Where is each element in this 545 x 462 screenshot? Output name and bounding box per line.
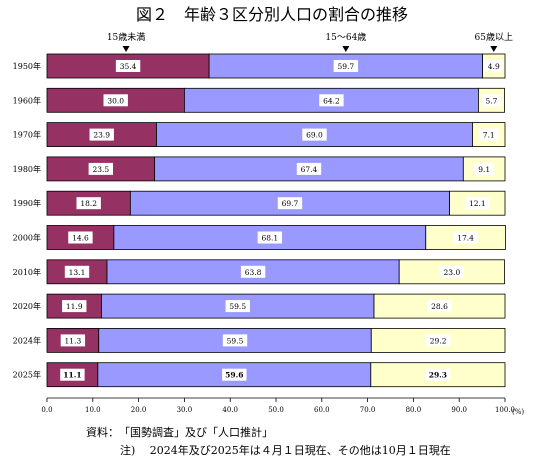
data-label-box: [60, 368, 85, 381]
data-label-box: [427, 300, 452, 313]
y-label: 1970年: [13, 130, 41, 140]
data-label: 23.5: [92, 165, 109, 174]
data-label: 59.5: [229, 302, 246, 311]
x-unit-label: (%): [512, 408, 524, 416]
data-label-box: [62, 300, 87, 313]
data-label-box: [478, 128, 499, 141]
y-label: 1990年: [13, 198, 41, 208]
data-label: 63.8: [245, 268, 262, 277]
y-label: 1960年: [13, 95, 41, 105]
data-label: 69.7: [282, 199, 299, 208]
data-label-box: [240, 265, 266, 278]
data-label: 29.3: [429, 371, 447, 380]
data-label-box: [483, 60, 504, 72]
data-label: 64.2: [323, 96, 340, 105]
bars-area: 35.4 59.7 4.9 30.0 64.2 5.7 23.9 69.0 7.1 23.5 67.…: [46, 53, 506, 388]
data-label-box: [425, 334, 451, 347]
x-tick-label: 70.0: [360, 406, 376, 414]
data-label: 5.7: [486, 96, 498, 105]
data-label: 23.9: [93, 131, 110, 140]
x-tick-label: 50.0: [268, 406, 284, 414]
y-label: 2025年: [13, 370, 41, 380]
series-header-arrow-icon: [342, 46, 350, 52]
data-label-box: [465, 197, 490, 210]
chart-title: 図２ 年齢３区分別人口の割合の推移: [136, 5, 408, 24]
x-tick-label: 40.0: [222, 406, 238, 414]
y-label: 1950年: [13, 61, 41, 71]
data-label-box: [453, 231, 478, 244]
x-tick-label: 80.0: [406, 406, 422, 414]
series-header: 15～64歳: [325, 31, 366, 43]
data-label-box: [257, 231, 283, 244]
data-label: 13.1: [69, 268, 86, 277]
data-label: 9.1: [478, 165, 490, 174]
x-axis: 0.0 10.0 20.0 30.0 40.0 50.0 60.0 70.0 80.0 90.0 1…: [41, 397, 515, 414]
data-label-box: [474, 162, 495, 175]
data-label-box: [481, 94, 502, 107]
data-label-box: [319, 94, 344, 107]
data-label-box: [225, 300, 250, 313]
data-label-box: [64, 265, 90, 278]
data-label-box: [103, 94, 128, 107]
y-label: 2024年: [13, 335, 41, 345]
data-label: 35.4: [120, 62, 137, 71]
data-label: 30.0: [107, 96, 124, 105]
x-tick-label: 60.0: [314, 406, 330, 414]
data-label: 18.2: [80, 199, 97, 208]
y-label: 1980年: [13, 164, 41, 174]
x-tick-label: 20.0: [131, 406, 147, 414]
data-label-box: [68, 231, 93, 244]
source-note: 資料： 「国勢調査」及び「人口推計」: [86, 425, 273, 439]
footnote: 注) 2024年及び2025年は４月１日現在、その他は10月１日現在: [120, 443, 451, 457]
data-label-box: [60, 334, 86, 347]
data-label: 68.1: [261, 234, 278, 243]
x-tick-label: 0.0: [41, 406, 52, 414]
series-headers: 15歳未満 15～64歳 65歳以上: [107, 31, 513, 52]
data-label: 59.7: [337, 62, 354, 71]
data-label: 59.5: [227, 336, 244, 345]
series-header-arrow-icon: [490, 46, 498, 52]
data-label: 12.1: [469, 199, 486, 208]
data-label-box: [296, 162, 322, 175]
series-header: 65歳以上: [475, 31, 513, 43]
bar-segment: [208, 53, 483, 79]
data-label-box: [88, 162, 114, 175]
data-label-box: [76, 197, 101, 210]
data-label: 11.9: [66, 302, 83, 311]
data-label-box: [333, 60, 359, 72]
x-tick-label: 30.0: [177, 406, 193, 414]
data-label-box: [89, 128, 114, 141]
data-label-box: [222, 368, 247, 381]
y-label: 2020年: [13, 301, 41, 311]
data-label: 28.6: [431, 302, 448, 311]
data-label: 59.6: [225, 371, 243, 380]
data-label: 69.0: [306, 131, 323, 140]
data-label-box: [439, 265, 465, 278]
data-label: 11.1: [63, 371, 81, 380]
data-label: 7.1: [483, 131, 495, 140]
x-tick-label: 90.0: [451, 406, 467, 414]
data-label: 67.4: [301, 165, 318, 174]
data-label: 11.3: [65, 336, 82, 345]
data-label-box: [277, 197, 303, 210]
data-label: 23.0: [444, 268, 461, 277]
data-label: 14.6: [72, 234, 89, 243]
data-label: 29.2: [430, 336, 447, 345]
series-header: 15歳未満: [107, 31, 145, 43]
y-label: 2000年: [13, 233, 41, 243]
data-label-box: [302, 128, 327, 141]
x-tick-label: 10.0: [85, 406, 101, 414]
data-label-box: [115, 60, 141, 72]
data-label: 4.9: [488, 62, 500, 71]
y-label: 2010年: [13, 267, 41, 277]
data-label-box: [222, 334, 248, 347]
bar-segment: [98, 327, 372, 353]
y-axis-labels: 1950年 1960年 1970年 1980年 1990年 2000年 2010年 2020年…: [13, 61, 41, 380]
bar-segment: [373, 293, 506, 319]
data-label: 17.4: [457, 234, 474, 243]
series-header-arrow-icon: [122, 46, 130, 52]
data-label-box: [425, 368, 451, 381]
x-tick-label: 100.0: [495, 406, 515, 414]
